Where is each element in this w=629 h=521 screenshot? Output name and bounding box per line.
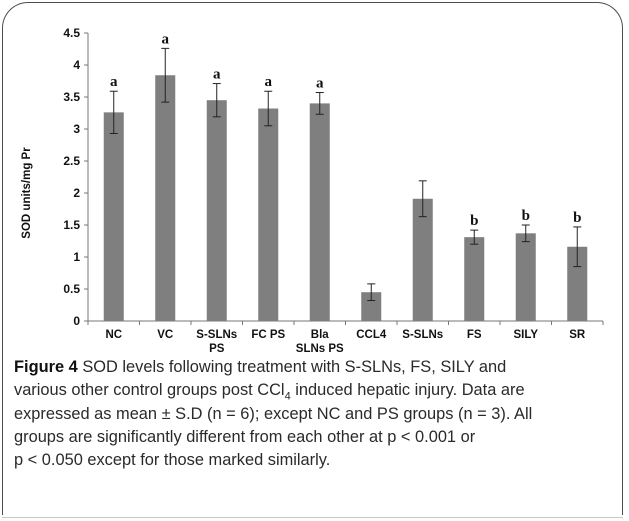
bar <box>567 246 588 321</box>
y-tick-label: 1 <box>73 250 80 264</box>
sod-bar-chart: 0 0.5 1 1.5 2 2.5 3 3.5 4 4.5 a NC a VC a S-SLNs PS a FC … <box>21 26 604 352</box>
x-tick-label: S-SLNs <box>196 329 237 341</box>
y-tick-label: 1.5 <box>63 218 80 232</box>
caption-line-5: p < 0.050 except for those marked simila… <box>14 451 331 470</box>
chart-labels: a NC a VC a S-SLNs PS a FC PS a Bla SLNs PS CCL4 S-SL… <box>105 31 585 352</box>
significance-label: b <box>470 213 478 229</box>
figure-label: Figure 4 <box>14 358 78 376</box>
x-tick-label: FC PS <box>251 329 285 341</box>
y-tick-label: 0.5 <box>63 282 80 296</box>
bar <box>103 112 124 321</box>
figure-bottom-rule <box>2 517 623 518</box>
y-tick-label: 3 <box>73 122 80 136</box>
caption-text-1: SOD levels following treatment with S-SL… <box>82 358 507 376</box>
bar <box>309 103 330 322</box>
x-tick-label: SILY <box>513 329 538 341</box>
x-tick-label: Bla <box>311 329 330 341</box>
significance-label: a <box>162 31 170 47</box>
caption-line-1: Figure 4 SOD levels following treatment … <box>14 356 614 379</box>
y-tick-label: 3.5 <box>63 90 80 104</box>
caption-subscript: 4 <box>284 390 291 403</box>
chart-bars <box>103 47 588 322</box>
x-tick-label: S-SLNs <box>402 329 443 341</box>
significance-label: a <box>213 67 221 83</box>
y-tick-label: 2 <box>73 186 80 200</box>
bar <box>258 108 279 322</box>
bar <box>412 198 433 321</box>
caption-text-2b: induced hepatic injury. Data are <box>290 381 525 400</box>
x-tick-label: FS <box>467 329 482 341</box>
caption-line-3: expressed as mean ± S.D (n = 6); except … <box>14 404 533 423</box>
bar <box>155 75 176 322</box>
bar <box>515 233 536 321</box>
y-tick-label: 4 <box>73 58 80 72</box>
figure-caption: Figure 4 SOD levels following treatment … <box>14 356 614 472</box>
bar <box>361 292 382 321</box>
y-axis-label: SOD units/mg Pr <box>21 147 33 239</box>
x-tick-label: SLNs PS <box>296 343 344 352</box>
x-tick-label: NC <box>105 329 122 341</box>
x-tick-label: VC <box>157 329 173 341</box>
bar <box>464 237 485 321</box>
bar <box>206 100 227 321</box>
caption-line-4: groups are significantly different from … <box>14 427 476 446</box>
x-tick-label: PS <box>209 343 225 352</box>
significance-label: a <box>110 74 118 90</box>
significance-label: a <box>265 74 273 90</box>
x-tick-label: CCL4 <box>356 329 387 341</box>
y-tick-label: 0 <box>73 314 80 328</box>
figure-panel <box>2 2 623 515</box>
significance-label: b <box>573 210 581 226</box>
significance-label: b <box>522 208 530 224</box>
y-tick-label: 2.5 <box>63 154 80 168</box>
y-tick-label: 4.5 <box>63 26 80 40</box>
x-tick-label: SR <box>569 329 586 341</box>
significance-label: a <box>316 76 324 92</box>
caption-line-2: various other control groups post CCl4 i… <box>14 379 614 402</box>
caption-text-2a: various other control groups post CCl <box>14 381 285 400</box>
